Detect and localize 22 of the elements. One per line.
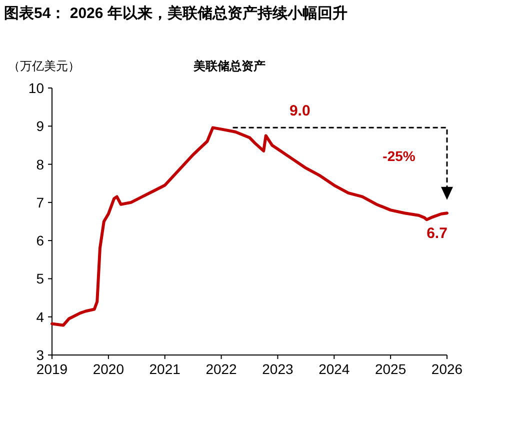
y-tick-label: 8 bbox=[36, 156, 44, 172]
chart-subtitle: 美联储总资产 bbox=[192, 59, 266, 73]
x-tick-label: 2025 bbox=[374, 361, 406, 377]
x-tick-label: 2021 bbox=[149, 361, 181, 377]
x-tick-label: 2026 bbox=[431, 361, 463, 377]
annotation: 9.0 bbox=[289, 102, 310, 120]
y-tick-label: 5 bbox=[36, 270, 44, 287]
x-tick-label: 2022 bbox=[206, 361, 238, 377]
chart-title: 图表54： 2026 年以来，美联储总资产持续小幅回升 bbox=[4, 4, 348, 22]
y-axis-title: （万亿美元） bbox=[8, 59, 80, 73]
x-tick-label: 2024 bbox=[318, 361, 350, 377]
annotation: 6.7 bbox=[426, 224, 448, 242]
y-tick-label: 7 bbox=[36, 194, 44, 210]
x-tick-label: 2020 bbox=[92, 361, 124, 377]
y-tick-label: 4 bbox=[36, 308, 44, 325]
y-tick-label: 10 bbox=[28, 80, 44, 96]
x-tick-label: 2019 bbox=[36, 361, 68, 377]
y-tick-label: 9 bbox=[36, 118, 44, 134]
y-tick-label: 3 bbox=[36, 347, 44, 363]
annotation: -25% bbox=[382, 148, 416, 164]
x-tick-label: 2023 bbox=[262, 361, 294, 377]
y-tick-label: 6 bbox=[36, 232, 44, 249]
